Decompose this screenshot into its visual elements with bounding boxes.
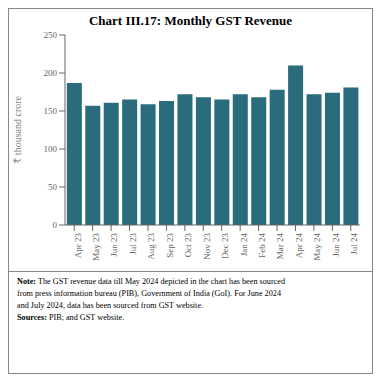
html-text:Note: The GST revenue data til: Note: The GST revenue data till May 2024… [17,277,285,286]
html-text:Chart III.17: Monthly GST Reve: Chart III.17: Monthly GST Revenue [89,13,292,28]
html-text:Sources: PIB; and GST website.: Sources: PIB; and GST website. [17,313,125,322]
svg-text:250: 250 [44,30,58,40]
svg-text:Jul 23: Jul 23 [128,233,138,255]
svg-text:Apr 24: Apr 24 [294,233,304,259]
html-text:and July 2024, data has been s: and July 2024, data has been sourced fro… [17,301,204,310]
svg-text:50: 50 [48,182,58,192]
svg-text:Jun 24: Jun 24 [331,233,341,257]
svg-text:Jun 23: Jun 23 [109,233,119,257]
svg-text:0: 0 [53,220,58,230]
svg-text:150: 150 [44,106,58,116]
svg-text:May 23: May 23 [91,233,101,261]
svg-text:Nov 23: Nov 23 [202,233,212,260]
svg-text:200: 200 [44,68,58,78]
svg-text:100: 100 [44,144,58,154]
svg-text:Apr 23: Apr 23 [73,233,83,259]
svg-text:Sep 23: Sep 23 [165,233,175,258]
svg-text:Jul 24: Jul 24 [349,233,359,255]
svg-text:₹ thousand crore: ₹ thousand crore [12,95,23,164]
svg-text:Dec 23: Dec 23 [220,233,230,259]
svg-text:Oct 23: Oct 23 [183,233,193,258]
svg-text:Aug 23: Aug 23 [146,233,156,260]
svg-text:May 24: May 24 [312,233,322,261]
svg-text:Feb 24: Feb 24 [257,233,267,258]
svg-text:Mar 24: Mar 24 [275,233,285,260]
svg-text:Jan 24: Jan 24 [239,233,249,257]
html-text:from press information bureau: from press information bureau (PIB), Gov… [17,289,281,298]
